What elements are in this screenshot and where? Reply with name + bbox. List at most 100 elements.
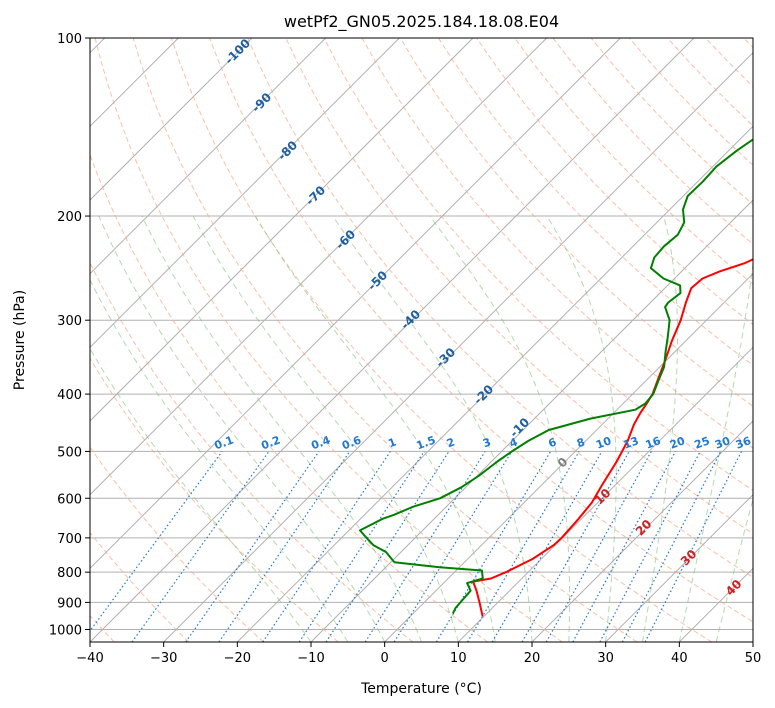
moist-adiabats <box>90 215 753 642</box>
mixing-ratio-label: 36 <box>734 434 753 452</box>
mixing-ratio-label: 0.4 <box>309 433 332 452</box>
isotherm-line <box>236 125 753 642</box>
dry-adiabat-line <box>209 38 753 623</box>
isotherm-line <box>531 420 753 642</box>
x-tick-label: 50 <box>745 651 762 666</box>
mixing-ratio-label: 10 <box>594 434 613 452</box>
mixing-ratio-line <box>521 451 630 642</box>
dry-adiabat-line <box>90 261 414 642</box>
moist-adiabat-line <box>141 215 422 642</box>
isotherm-line <box>90 38 695 642</box>
temperature-profile <box>472 258 753 617</box>
mixing-ratio-label: 3 <box>481 436 493 451</box>
isotherm-line <box>90 38 474 422</box>
mixing-ratio-label: 30 <box>713 434 732 452</box>
y-tick-label: 700 <box>57 532 82 547</box>
dry-adiabat-line <box>90 446 264 642</box>
mixing-ratio-label: 2 <box>445 436 457 451</box>
x-tick-label: 0 <box>381 651 389 666</box>
mixing-ratio-line <box>572 451 677 642</box>
y-tick-label: 300 <box>57 314 82 329</box>
mixing-ratio-line <box>466 451 580 642</box>
chart-title: wetPf2_GN05.2025.184.18.08.E04 <box>284 12 559 32</box>
x-tick-label: 10 <box>450 651 467 666</box>
x-tick-label: 30 <box>597 651 614 666</box>
mixing-ratio-line <box>393 451 513 642</box>
y-tick-label: 900 <box>57 596 82 611</box>
dry-adiabat-line <box>170 38 712 642</box>
isotherm-line <box>90 38 621 570</box>
mixing-ratio-label: 0.1 <box>213 434 236 453</box>
dry-adiabat-line <box>90 153 488 642</box>
moist-adiabat-line <box>429 215 570 642</box>
mixing-ratio-label: 0.2 <box>259 434 282 453</box>
x-tick-label: −40 <box>76 651 103 666</box>
y-tick-label: 500 <box>57 445 82 460</box>
mixing-ratio-line <box>218 451 351 642</box>
mixing-ratio-label: 13 <box>622 434 641 451</box>
mixing-ratio-label: 4 <box>508 435 520 450</box>
isotherm-line <box>90 38 400 349</box>
y-axis-ticks: 100 200 300 400 500 600 700 800 900 1000 <box>49 32 90 638</box>
mixing-ratio-label: 0.6 <box>340 433 363 452</box>
y-tick-label: 400 <box>57 388 82 403</box>
plot-content: -100-90-80-70-60-50-40-30-20-100.1 0.2 0.4… <box>90 38 753 642</box>
dry-adiabats <box>90 38 753 642</box>
y-tick-label: 1000 <box>49 623 82 638</box>
mixing-ratio-line <box>491 451 603 642</box>
isotherm-line <box>90 38 548 496</box>
isotherm-line <box>384 272 753 642</box>
mixing-ratio-label: 1 <box>386 436 398 451</box>
sounding-profiles <box>359 138 753 617</box>
dewpoint-profile <box>359 138 753 615</box>
isotherm-line <box>163 51 753 642</box>
dry-adiabat-line <box>399 38 753 408</box>
mixing-ratio-label: 8 <box>575 436 587 451</box>
dry-adiabat-line <box>94 38 563 642</box>
dry-adiabat-line <box>90 357 339 642</box>
dry-adiabat-line <box>437 38 753 366</box>
mixing-ratio-line <box>545 451 652 642</box>
dry-adiabat-line <box>132 38 638 642</box>
plot-area <box>90 38 753 642</box>
moist-adiabat-line <box>332 215 533 642</box>
mixing-ratio-line <box>90 451 223 632</box>
mixing-ratio-label: 20 <box>668 434 687 452</box>
moist-adiabat-line <box>90 347 312 642</box>
moist-adiabat-line <box>192 215 459 642</box>
mixing-ratio-line <box>185 451 320 642</box>
mixing-ratio-lines <box>90 451 743 642</box>
line-labels: -100-90-80-70-60-50-40-30-20-100.1 0.2 0.4… <box>213 38 753 599</box>
dry-adiabat-line <box>90 531 190 642</box>
dry-adiabat-line <box>247 38 753 578</box>
moist-adiabat-line <box>678 259 753 642</box>
mixing-ratio-label: 25 <box>693 434 712 451</box>
moist-adiabat-line <box>98 215 386 642</box>
y-axis-label: Pressure (hPa) <box>12 290 28 390</box>
x-tick-label: 40 <box>671 651 688 666</box>
mixing-ratio-label: 1.5 <box>415 434 438 453</box>
x-tick-label: 20 <box>524 651 541 666</box>
x-tick-label: −10 <box>297 651 324 666</box>
moist-adiabat-line <box>642 215 678 642</box>
x-tick-label: −20 <box>224 651 251 666</box>
plot-frame <box>89 37 754 643</box>
y-tick-label: 600 <box>57 492 82 507</box>
isotherm-line <box>90 38 327 275</box>
isotherm-line <box>605 493 753 642</box>
y-tick-label: 200 <box>57 210 82 225</box>
mixing-ratio-line <box>325 451 450 642</box>
mixing-ratio-line <box>364 451 486 642</box>
y-tick-label: 100 <box>57 32 82 47</box>
x-axis-label: Temperature (°C) <box>360 681 482 697</box>
x-tick-label: −30 <box>150 651 177 666</box>
moist-adiabat-line <box>546 215 617 642</box>
dry-adiabat-line <box>514 38 753 285</box>
mixing-ratio-label: 6 <box>547 435 559 450</box>
mixing-ratio-line <box>131 451 270 642</box>
y-tick-label: 800 <box>57 566 82 581</box>
x-axis-ticks: −40 −30 −20 −10 0 10 20 30 40 50 <box>76 642 761 666</box>
dry-adiabat-line <box>323 38 753 492</box>
mixing-ratio-label: 16 <box>644 434 663 452</box>
